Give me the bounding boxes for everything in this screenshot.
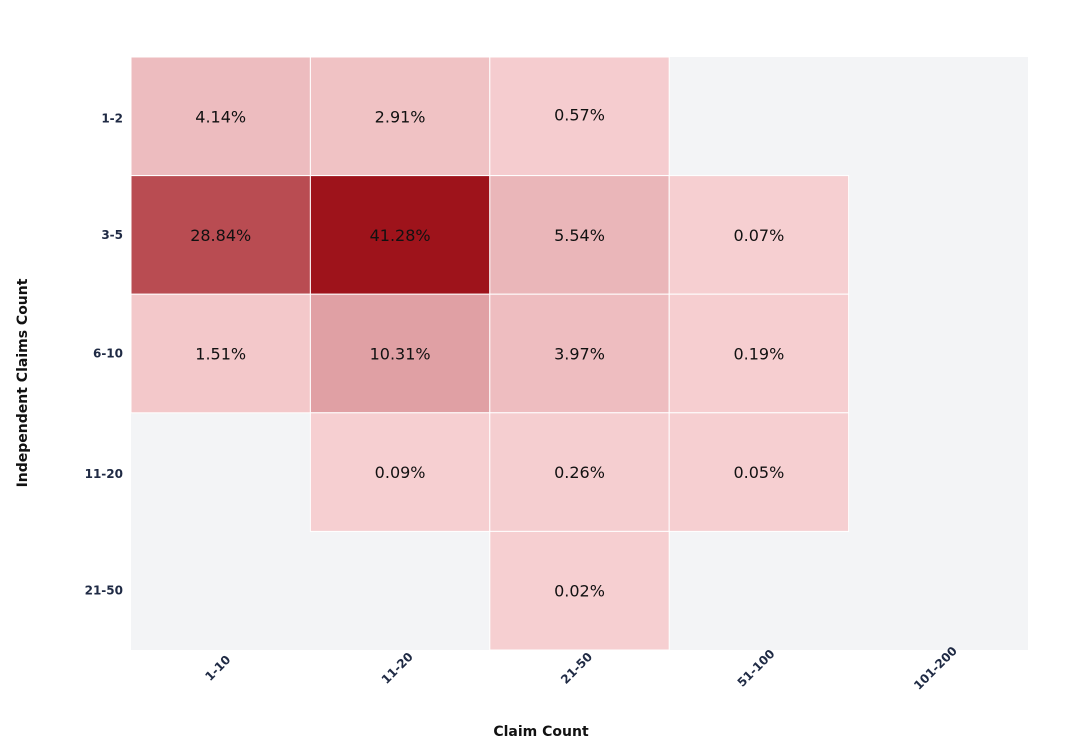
heatmap-cell <box>309 293 491 414</box>
cell-value-label: 3.97% <box>554 345 605 364</box>
cell-value-label: 0.02% <box>554 582 605 601</box>
heatmap-cells <box>130 56 850 651</box>
heatmap-cell <box>309 412 491 532</box>
y-tick-label: 11-20 <box>85 467 123 481</box>
x-tick-label: 101-200 <box>911 644 960 693</box>
heatmap-cell <box>489 56 670 177</box>
cell-value-label: 1.51% <box>195 345 246 364</box>
cell-value-label: 10.31% <box>370 345 431 364</box>
heatmap-cell <box>489 293 670 414</box>
cell-labels: 4.14% 2.91% 0.57% 28.84% 41.28% 5.54% 0.07% 1.5… <box>190 105 784 600</box>
cell-value-label: 4.14% <box>195 107 246 126</box>
cell-value-label: 41.28% <box>370 226 431 245</box>
heatmap-cell <box>309 56 491 177</box>
cell-value-label: 28.84% <box>190 226 251 245</box>
cell-value-label: 0.57% <box>554 105 605 124</box>
heatmap-cell <box>489 412 670 532</box>
y-tick-label: 3-5 <box>101 228 123 242</box>
cell-value-label: 5.54% <box>554 226 605 245</box>
y-tick-label: 6-10 <box>93 347 123 361</box>
cell-value-label: 2.91% <box>375 107 426 126</box>
cell-value-label: 0.05% <box>733 463 784 482</box>
cell-value-label: 0.19% <box>733 345 784 364</box>
y-axis-ticks: 1-2 3-5 6-10 11-20 21-50 <box>85 111 123 597</box>
x-axis-title: Claim Count <box>493 724 589 740</box>
x-tick-label: 51-100 <box>735 647 778 690</box>
x-tick-label: 1-10 <box>202 653 233 684</box>
heatmap-cell <box>130 56 311 177</box>
heatmap-cell <box>489 530 670 651</box>
y-tick-label: 1-2 <box>101 111 123 125</box>
heatmap-cell <box>668 175 850 295</box>
heatmap-cell <box>130 175 311 295</box>
heatmap-cell <box>130 293 311 414</box>
cell-value-label: 0.09% <box>375 463 426 482</box>
y-tick-label: 21-50 <box>85 584 123 598</box>
cell-value-label: 0.26% <box>554 463 605 482</box>
x-tick-label: 21-50 <box>558 650 595 687</box>
heatmap-cell <box>668 412 850 532</box>
x-axis-ticks: 1-10 11-20 21-50 51-100 101-200 <box>202 644 960 693</box>
y-axis-title: Independent Claims Count <box>15 278 31 487</box>
cell-value-label: 0.07% <box>733 226 784 245</box>
x-tick-label: 11-20 <box>379 650 416 687</box>
